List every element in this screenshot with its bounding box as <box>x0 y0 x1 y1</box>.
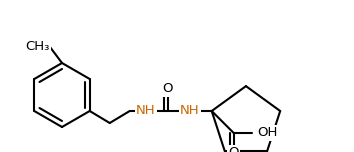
Text: NH: NH <box>136 105 155 117</box>
Text: OH: OH <box>258 126 278 140</box>
Text: O: O <box>162 83 173 95</box>
Text: O: O <box>228 147 239 152</box>
Text: NH: NH <box>180 105 200 117</box>
Text: CH₃: CH₃ <box>25 40 50 54</box>
